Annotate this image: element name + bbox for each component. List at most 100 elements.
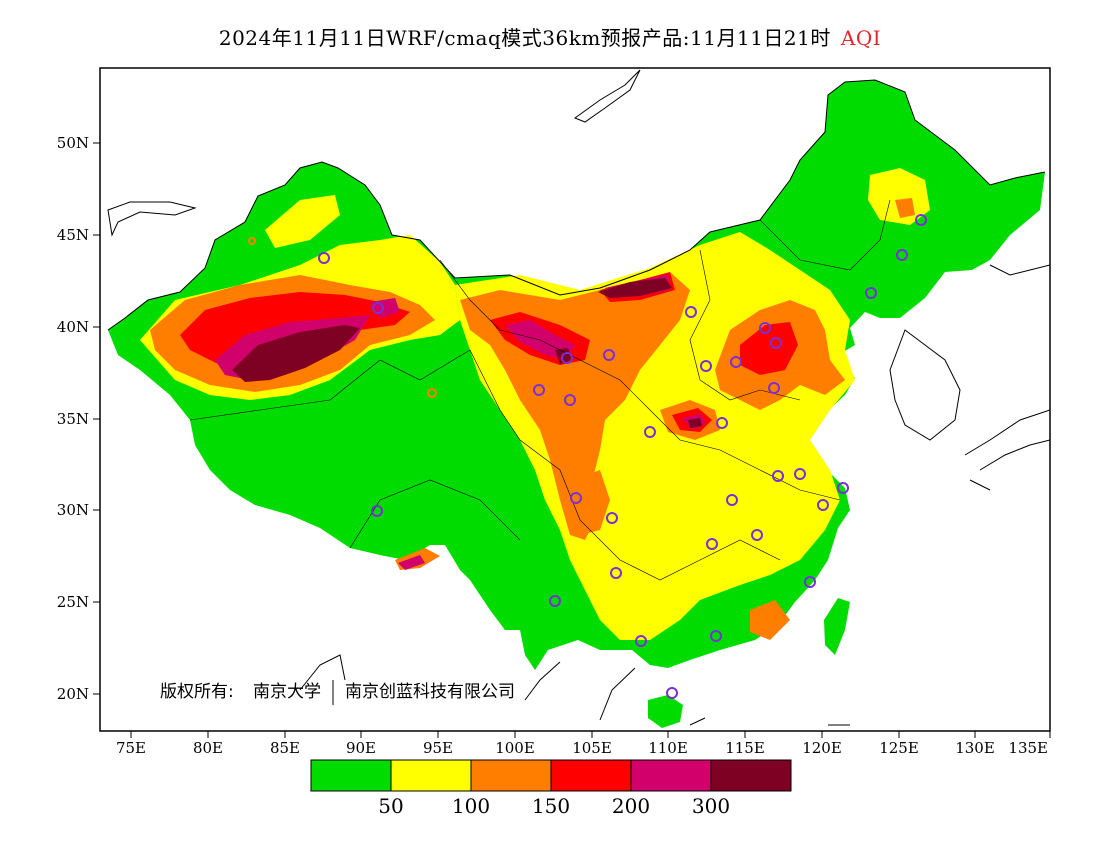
station-marker: [700, 360, 712, 372]
lon-tick-label: 90E: [346, 739, 376, 757]
station-marker: [772, 470, 784, 482]
lon-tick-label: 130E: [955, 739, 995, 757]
lon-tick-label: 120E: [802, 739, 842, 757]
copyright-label: 版权所有:: [160, 682, 234, 702]
balkhash-lake: [107, 201, 197, 237]
station-marker: [837, 482, 849, 494]
taiwan-island: [824, 598, 850, 655]
korea-coast: [889, 329, 961, 441]
lon-tick-label: 105E: [572, 739, 612, 757]
colorbar-label: 300: [692, 794, 730, 818]
province-boundary-4: [559, 469, 781, 581]
bay-of-bengal-coast: [299, 654, 346, 691]
longitude-labels: 75E 80E 85E 90E 95E 100E 105E 110E 115E …: [116, 739, 1048, 757]
lon-tick-label: 95E: [423, 739, 453, 757]
station-marker: [372, 302, 384, 314]
latitude-labels: 50N 45N 40N 35N 30N 25N 20N: [57, 134, 89, 703]
map-title-text: 2024年11月11日WRF/cmaq模式36km预报产品:11月11日21时: [218, 26, 831, 50]
station-marker: [635, 635, 647, 647]
colorbar-label: 150: [532, 794, 570, 818]
zone-tarim-maroon: [232, 325, 360, 382]
station-marker: [726, 494, 738, 506]
colorbar-swatch: [311, 760, 391, 791]
colorbar-swatch: [471, 760, 551, 791]
lon-tick-label: 135E: [1008, 739, 1048, 757]
station-marker: [606, 512, 618, 524]
province-boundary-3: [619, 379, 841, 501]
lon-tick-label: 115E: [725, 739, 765, 757]
hainan-island: [648, 695, 683, 728]
aqi-hazardous-zones: [232, 278, 702, 428]
province-boundary-6: [759, 199, 891, 271]
station-marker: [603, 349, 615, 361]
map-title-variable: AQI: [840, 26, 882, 50]
station-markers: [248, 205, 927, 699]
copyright-org2: 南京创蓝科技有限公司: [345, 682, 515, 702]
lon-tick-label: 80E: [193, 739, 223, 757]
map-area: 版权所有: 南京大学 南京创蓝科技有限公司: [107, 69, 1050, 728]
station-marker: [768, 382, 780, 394]
lat-tick-label: 35N: [57, 410, 89, 428]
axis-ticks: [93, 142, 1051, 738]
zone-nm-maroon: [598, 278, 672, 298]
lon-tick-label: 125E: [879, 739, 919, 757]
lon-tick-label: 100E: [495, 739, 535, 757]
copyright-org1: 南京大学: [253, 682, 321, 702]
indochina-coast: [524, 661, 706, 726]
station-marker: [898, 205, 908, 215]
colorbar-swatch: [711, 760, 791, 791]
colorbar: 50 100 150 200 300: [310, 759, 792, 818]
province-boundary-2: [439, 259, 621, 381]
lat-tick-label: 30N: [57, 501, 89, 519]
lat-tick-label: 40N: [57, 318, 89, 336]
colorbar-label: 50: [378, 794, 403, 818]
lon-tick-label: 85E: [270, 739, 300, 757]
zone-tibet-magenta: [398, 555, 425, 570]
station-marker: [896, 249, 908, 261]
station-marker: [564, 394, 576, 406]
china-outline: [107, 79, 1046, 331]
zone-ne-yellow: [868, 168, 930, 225]
lon-tick-label: 110E: [648, 739, 688, 757]
station-marker: [371, 505, 383, 517]
station-marker: [610, 567, 622, 579]
station-marker: [570, 492, 582, 504]
station-marker: [710, 630, 722, 642]
lon-tick-label: 75E: [116, 739, 146, 757]
station-marker: [730, 356, 742, 368]
zone-gansu-maroon: [555, 348, 572, 364]
province-boundary-7: [189, 359, 521, 549]
station-marker: [549, 595, 561, 607]
station-marker: [427, 388, 437, 398]
station-marker: [685, 306, 697, 318]
station-marker: [794, 468, 806, 480]
zone-henan-maroon: [688, 418, 702, 428]
baikal-lake: [573, 69, 641, 123]
zone-hebei-red: [740, 322, 798, 375]
zone-yunnan-orange: [570, 470, 610, 535]
station-marker: [248, 237, 256, 245]
station-marker: [804, 576, 816, 588]
lat-tick-label: 25N: [57, 593, 89, 611]
station-marker: [865, 287, 877, 299]
colorbar-label: 200: [612, 794, 650, 818]
station-marker: [666, 687, 678, 699]
japan-coast: [964, 409, 1050, 491]
lat-tick-label: 50N: [57, 134, 89, 152]
province-boundary-5: [689, 249, 801, 401]
province-boundary-1: [379, 349, 561, 471]
colorbar-label: 100: [452, 794, 490, 818]
station-marker: [561, 352, 573, 364]
station-marker: [318, 252, 330, 264]
lat-tick-label: 20N: [57, 685, 89, 703]
station-marker: [915, 214, 927, 226]
station-marker: [716, 417, 728, 429]
zone-fujian-orange: [750, 600, 790, 640]
colorbar-swatch: [391, 760, 471, 791]
map-frame: [99, 67, 1051, 732]
lat-tick-label: 45N: [57, 226, 89, 244]
colorbar-swatch: [551, 760, 631, 791]
colorbar-swatch: [631, 760, 711, 791]
coastlines: [107, 69, 1050, 726]
